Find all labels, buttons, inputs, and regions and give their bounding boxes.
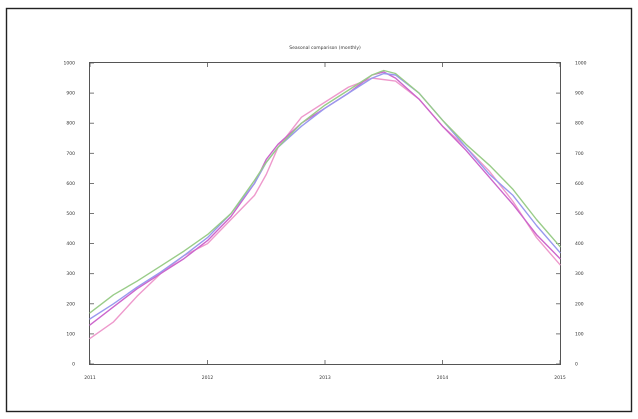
y-tick-label-left: 300 [66,271,75,277]
y-tick-label-left: 1000 [64,61,76,67]
y-tick-label-right: 900 [575,91,584,97]
y-tick-label-right: 100 [575,331,584,337]
y-tick-label-left: 800 [66,121,75,127]
y-tick-label-right: 500 [575,211,584,217]
series-line-4 [89,69,561,314]
axes-group: 0 0 100 100 200 200 300 300 400 400 500 500 600 600 70… [64,61,587,382]
outer-border [5,7,633,413]
x-tick-label: 2011 [84,375,96,381]
y-tick-label-left: 900 [66,91,75,97]
plot-area [89,62,561,365]
y-tick-label-right: 400 [575,241,584,247]
x-tick-label: 2014 [437,375,449,381]
x-tick-label: 2013 [319,375,331,381]
y-tick-label-left: 500 [66,211,75,217]
y-tick-label-left: 100 [66,331,75,337]
x-tick-label: 2012 [202,375,214,381]
y-tick-label-right: 800 [575,121,584,127]
y-tick-label-right: 1000 [575,61,587,67]
series-line-3 [89,72,561,320]
x-tick-label: 2015 [554,375,566,381]
y-tick-label-right: 700 [575,151,584,157]
y-tick-label-right: 300 [575,271,584,277]
y-tick-label-right: 200 [575,301,584,307]
y-tick-label-left: 200 [66,301,75,307]
y-tick-label-left: 400 [66,241,75,247]
y-tick-label-left: 0 [72,362,75,368]
y-tick-label-left: 700 [66,151,75,157]
y-tick-label-right: 0 [575,362,578,368]
series-group [89,69,561,340]
chart-title: Seasonal comparison (monthly) [289,45,361,51]
y-tick-label-left: 600 [66,181,75,187]
y-tick-label-right: 600 [575,181,584,187]
